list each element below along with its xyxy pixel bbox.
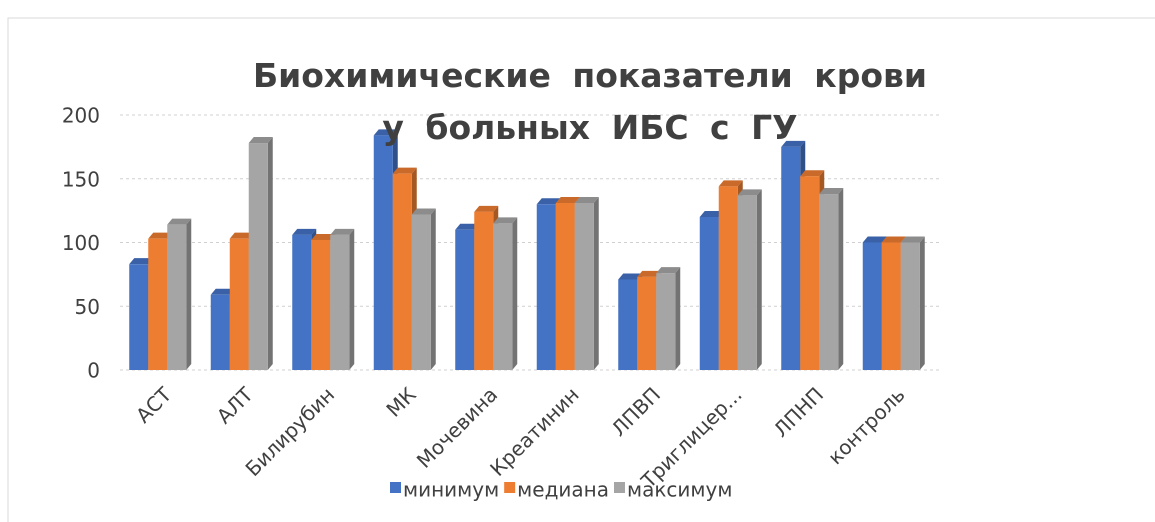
bar-top — [900, 236, 925, 243]
bar-top — [210, 288, 235, 295]
bar-top — [781, 140, 806, 147]
bar-top — [474, 205, 499, 212]
bar — [536, 204, 556, 370]
bar-top — [330, 228, 355, 235]
bar — [555, 202, 575, 370]
legend-label: медиана — [517, 478, 609, 502]
legend-label: максимум — [627, 478, 732, 502]
chart-title: Биохимические показатели крови у больных… — [252, 56, 927, 147]
bar-side — [675, 267, 681, 370]
bar-top — [373, 129, 398, 136]
bar-side — [838, 188, 844, 370]
bar-top — [536, 198, 561, 205]
bar — [618, 279, 638, 370]
bar-top — [455, 223, 480, 230]
bar-top — [699, 211, 724, 217]
bar — [292, 234, 312, 370]
x-tick-label: АЛТ — [212, 382, 258, 428]
bar-top — [718, 180, 743, 187]
bar-top — [656, 267, 681, 274]
bar-top — [248, 137, 273, 144]
bar — [229, 238, 249, 370]
bar — [311, 239, 331, 370]
bar — [493, 223, 513, 370]
bar-side — [349, 228, 355, 370]
bar-top — [167, 218, 192, 225]
bar-top — [555, 196, 580, 203]
bar — [900, 242, 920, 370]
bar — [800, 176, 820, 370]
y-tick-label: 100 — [62, 231, 100, 255]
bar-side — [186, 218, 192, 370]
bar-top — [637, 270, 662, 277]
x-tick-label: ЛПВП — [607, 382, 666, 441]
x-tick-label: МК — [381, 382, 420, 421]
y-tick-label: 150 — [62, 167, 100, 191]
bar — [129, 264, 149, 370]
bar — [330, 234, 350, 370]
bar — [373, 135, 393, 370]
bar-side — [919, 236, 925, 370]
bar — [862, 242, 882, 370]
bar — [455, 229, 475, 370]
bar-side — [267, 137, 273, 370]
bar-top — [292, 228, 317, 235]
bar-top — [229, 232, 254, 239]
bar — [881, 242, 901, 370]
bar-top — [392, 167, 417, 174]
bar — [737, 195, 757, 370]
bar-side — [512, 217, 518, 370]
bar — [574, 202, 594, 370]
bar — [248, 143, 268, 370]
bar-side — [756, 189, 762, 370]
y-tick-label: 200 — [62, 104, 100, 128]
bar — [699, 217, 719, 370]
bar — [781, 146, 801, 370]
bar-top — [618, 273, 643, 280]
bar-top — [411, 208, 436, 215]
bar-top — [311, 233, 336, 240]
chart-border — [7, 17, 1155, 522]
bar — [656, 273, 676, 370]
legend-swatch — [390, 482, 401, 493]
x-tick-label: ЛПНП — [769, 382, 829, 442]
bar-side — [593, 196, 599, 370]
x-tick-label: АСТ — [131, 382, 177, 428]
bar — [474, 211, 494, 370]
bar-top — [148, 232, 173, 239]
bar — [411, 214, 431, 370]
bar-top — [800, 170, 825, 177]
y-tick-label: 50 — [75, 295, 100, 319]
bar-top — [574, 196, 599, 203]
bar — [210, 294, 230, 370]
bar-top — [819, 188, 844, 195]
bar — [148, 238, 168, 370]
bar-top — [862, 236, 887, 243]
bar — [392, 173, 412, 370]
x-tick-label: контроль — [823, 382, 910, 469]
bar-top — [129, 258, 154, 265]
legend-label: минимум — [403, 478, 499, 502]
bar — [819, 194, 839, 370]
bar-top — [493, 217, 518, 224]
legend-swatch — [613, 482, 625, 493]
bar — [637, 276, 657, 370]
bar-top — [881, 236, 906, 243]
bar — [718, 186, 738, 370]
bar-side — [430, 208, 436, 370]
bar-top — [737, 189, 762, 196]
legend-swatch — [504, 482, 516, 493]
bar — [167, 224, 187, 370]
y-tick-label: 0 — [87, 359, 100, 383]
